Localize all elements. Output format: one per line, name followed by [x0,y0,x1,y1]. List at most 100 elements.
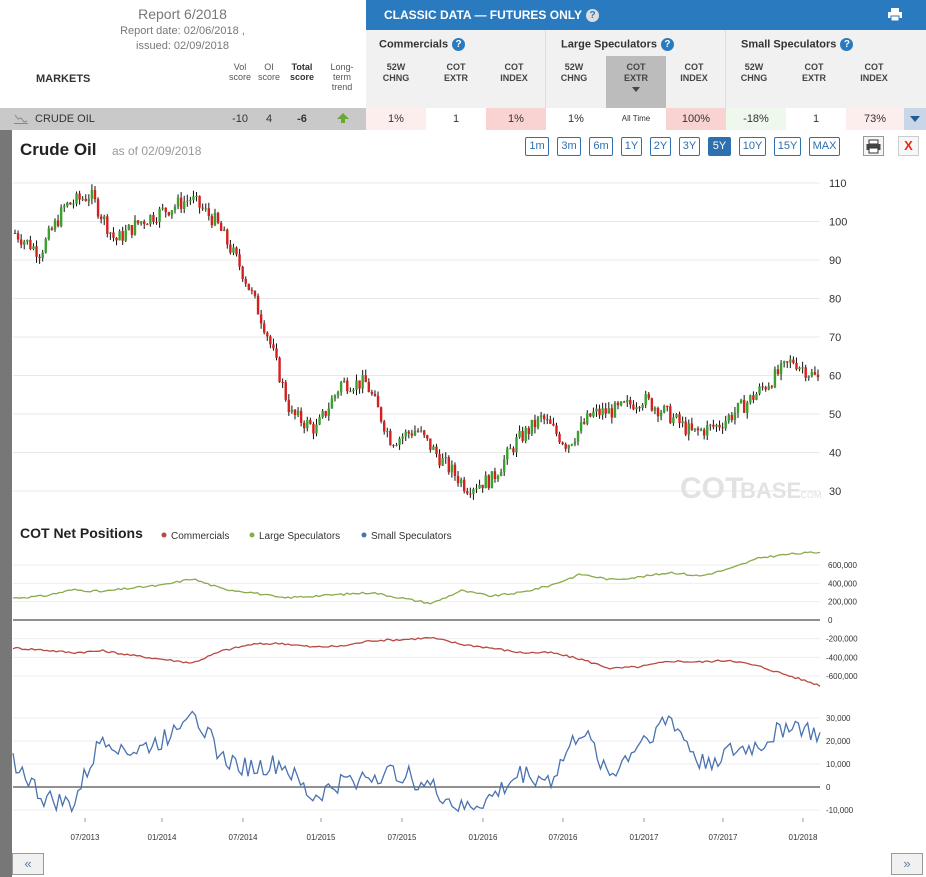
candle-up [659,412,663,417]
sub-52w-chng[interactable]: 52W CHNG [376,62,416,84]
chart-close-button[interactable]: X [898,136,919,156]
candle-up [662,405,666,413]
candle-up [801,367,804,369]
candle-down [666,405,669,407]
candle-up [641,404,644,408]
candle-up [63,206,66,208]
legend-label: Large Speculators [259,531,340,542]
candle-down [226,229,229,245]
candle-up [158,208,161,223]
candle-down [813,372,817,375]
cot-title: COT Net Positions [20,525,143,541]
candle-down [376,395,380,408]
sub-52w-chng[interactable]: 52W CHNG [734,62,774,84]
candle-down [152,214,155,222]
sub-cot-extr-active[interactable]: COT EXTR [606,56,666,108]
candle-down [250,290,254,292]
candle-down [561,442,564,445]
candle-up [789,359,792,363]
chart-print-button[interactable] [863,136,884,156]
series-line-large-speculators [12,551,821,605]
range-button-3y[interactable]: 3Y [679,137,700,156]
cot-tick-label-small: 30,000 [826,714,851,723]
candle-down [702,429,706,436]
range-button-5y[interactable]: 5Y [708,137,731,156]
cot-tick-label-large: 200,000 [828,598,857,607]
candle-down [690,423,694,430]
range-button-15y[interactable]: 15Y [774,137,801,156]
oi-score-value: 4 [265,113,273,125]
sub-52w-chng[interactable]: 52W CHNG [554,62,594,84]
candle-up [530,419,534,435]
help-icon[interactable]: ? [452,38,466,51]
candle-down [610,408,614,418]
candle-down [269,336,272,345]
sub-cot-index[interactable]: COT INDEX [494,62,534,84]
candle-down [761,386,764,388]
candle-down [201,207,204,209]
candle-down [143,221,146,225]
prev-nav-button[interactable]: « [12,853,44,875]
sub-label-line1: COT [684,62,704,72]
candle-down [598,408,601,416]
help-icon[interactable]: ? [840,38,854,51]
candle-down [272,344,275,349]
sub-label-line1: COT [864,62,884,72]
candle-up [306,420,309,429]
help-icon[interactable]: ? [660,38,674,51]
candle-down [263,323,266,333]
cot-tick-label-large: 0 [828,616,833,625]
candle-down [730,415,734,420]
candle-up [478,484,481,489]
candle-down [582,422,586,424]
candle-up [401,436,404,439]
trend-header-line2: term [333,72,351,82]
chart-title: Crude Oil [20,140,97,159]
range-button-3m[interactable]: 3m [557,137,581,156]
help-icon[interactable]: ? [586,9,600,23]
next-nav-button[interactable]: » [891,853,923,875]
range-button-10y[interactable]: 10Y [739,137,766,156]
sub-cot-extr[interactable]: COT EXTR [436,62,476,84]
sub-cot-extr[interactable]: COT EXTR [794,62,834,84]
candle-up [333,395,337,399]
group-commercials: Commercials? 52W CHNG COT EXTR COT INDEX [366,30,546,108]
candle-down [346,380,349,392]
range-button-1m[interactable]: 1m [525,137,549,156]
candle-up [733,412,737,420]
candle-down [56,220,60,226]
range-button-2y[interactable]: 2Y [650,137,671,156]
print-icon[interactable] [888,8,902,21]
row-collapse-toggle[interactable] [904,108,926,130]
range-button-1y[interactable]: 1Y [621,137,642,156]
candle-down [373,393,377,396]
group-label-commercials: Commercials [379,38,449,51]
sub-cot-index[interactable]: COT INDEX [854,62,894,84]
candle-down [382,421,386,432]
candle-down [669,406,672,424]
candle-up [536,417,540,428]
classic-data-title: CLASSIC DATA — FUTURES ONLY? [384,8,600,23]
total-header-line1: Total [291,62,313,72]
legend-marker [249,532,255,538]
candle-down [564,444,567,449]
candle-down [275,348,278,358]
candle-down [299,410,303,423]
candle-up [32,246,35,250]
candle-down [549,419,552,424]
sub-cot-index[interactable]: COT INDEX [674,62,714,84]
candle-up [592,411,595,417]
market-row-crude-oil[interactable]: CRUDE OIL -10 4 -6 1% 1 1% 1% All Time 1… [0,108,926,130]
trend-header: Long- term trend [326,62,358,92]
candle-down [426,435,429,439]
range-button-max[interactable]: MAX [809,137,840,156]
candle-up [72,203,75,205]
candle-down [367,382,371,393]
market-name[interactable]: CRUDE OIL [35,113,95,125]
candle-up [109,232,112,234]
candle-up [118,231,121,241]
cot-tick-label-small: 10,000 [826,760,851,769]
report-issued: issued: 02/09/2018 [136,40,229,52]
range-button-6m[interactable]: 6m [589,137,613,156]
candle-up [290,409,294,413]
